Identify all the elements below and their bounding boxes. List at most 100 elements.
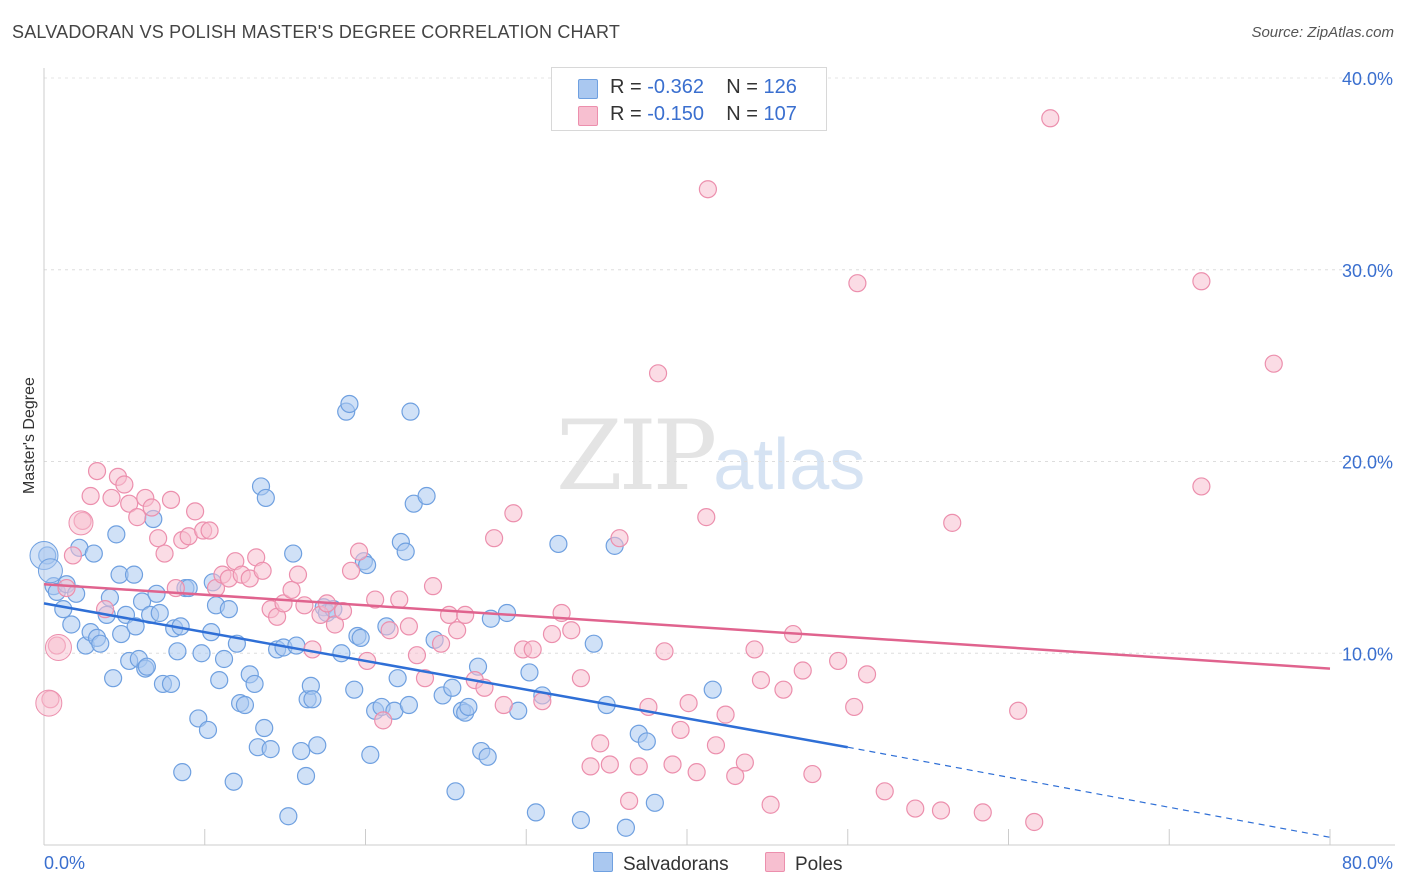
polish-point — [349, 542, 369, 561]
salvadoran-point — [645, 793, 664, 812]
polish-point — [494, 695, 513, 715]
salvadoran-point — [637, 732, 656, 751]
legend-swatch-poles — [578, 106, 598, 126]
salvadoran-point — [168, 642, 187, 661]
polish-point — [745, 640, 764, 659]
polish-point — [706, 736, 726, 755]
polish-point — [1041, 109, 1060, 128]
polish-point — [1192, 477, 1211, 496]
salvadoran-point — [198, 720, 218, 740]
salvadoran-point — [340, 394, 359, 414]
polish-point — [1009, 701, 1028, 720]
polish-point — [431, 634, 451, 653]
polish-point — [845, 697, 864, 717]
polish-point — [456, 605, 475, 625]
polish-point — [1025, 812, 1044, 832]
salvadoran-point — [296, 766, 316, 786]
polish-point — [415, 669, 435, 688]
salvadoran-point — [126, 617, 145, 636]
salvadoran-point — [478, 747, 497, 766]
polish-point — [751, 670, 771, 690]
x-tick-label: 0.0% — [44, 853, 85, 873]
polish-point — [399, 617, 419, 636]
salvadoran-point — [361, 745, 380, 764]
polish-point — [439, 605, 459, 625]
polish-point — [407, 646, 427, 665]
salvadoran-point — [520, 663, 539, 682]
y-tick-label: 10.0% — [1342, 644, 1393, 664]
y-tick-label: 30.0% — [1342, 261, 1393, 281]
polish-point — [716, 705, 735, 724]
polish-point — [448, 621, 467, 640]
polish-point — [857, 665, 877, 684]
salvadoran-point — [147, 584, 166, 603]
polish-point — [120, 494, 139, 513]
polish-point — [848, 274, 867, 293]
polish-point — [341, 561, 361, 580]
polish-point — [774, 680, 793, 699]
salvadoran-point — [235, 695, 255, 715]
salvadoran-point — [150, 603, 169, 623]
salvadoran-point — [261, 740, 280, 759]
polish-point — [57, 578, 76, 598]
salvadoran-point — [224, 772, 243, 791]
salvadoran-point — [91, 634, 110, 653]
polish-point — [366, 590, 385, 609]
polish-point — [620, 791, 639, 810]
polish-point-large — [44, 633, 72, 661]
polish-point — [697, 508, 716, 527]
salvadoran-trend-line — [43, 602, 848, 749]
salvadoran-point — [396, 542, 415, 561]
source-note: Source: ZipAtlas.com — [1251, 24, 1394, 41]
polish-point — [63, 546, 83, 565]
polish-point — [571, 669, 591, 688]
salvadoran-point — [292, 741, 311, 761]
polish-point — [906, 799, 925, 818]
polish-point — [761, 795, 780, 814]
polish-point — [504, 504, 523, 523]
polish-point — [698, 180, 717, 199]
polish-point — [591, 734, 610, 753]
polish-point — [648, 364, 668, 383]
salvadoran-point — [443, 678, 462, 697]
polish-point — [200, 521, 219, 540]
polish-point — [282, 580, 301, 600]
polish-point — [288, 565, 308, 584]
polish-point — [629, 757, 648, 776]
salvadoran-point — [399, 695, 419, 715]
polish-point — [485, 529, 504, 548]
salvadoran-point — [124, 565, 144, 584]
legend-n-label: N = — [726, 76, 764, 98]
polish-point — [102, 488, 121, 508]
legend-r-value: -0.150 — [647, 103, 704, 125]
salvadoran-point — [401, 402, 420, 421]
salvadoran-point — [192, 644, 211, 663]
polish-point — [161, 490, 181, 509]
salvadoran-point — [173, 763, 192, 782]
salvadoran-point — [107, 525, 126, 544]
bottom-legend-salvadorans: Salvadorans — [593, 852, 729, 876]
polish-point — [931, 801, 951, 820]
polish-point — [875, 782, 894, 801]
salvadoran-point — [616, 818, 636, 837]
y-tick-label: 40.0% — [1342, 69, 1393, 89]
y-tick-label: 20.0% — [1342, 453, 1393, 473]
salvadoran-point — [549, 534, 568, 554]
salvadoran-point — [104, 669, 123, 688]
polish-point — [793, 661, 812, 680]
correlation-legend: R = -0.362 N = 126 R = -0.150 N = 107 — [551, 67, 827, 131]
polish-point — [423, 577, 443, 596]
polish-point — [374, 711, 393, 730]
polish-point — [523, 640, 542, 659]
salvadoran-trend-extension — [847, 746, 1331, 838]
polish-point — [87, 461, 107, 481]
salvadoran-point — [703, 680, 722, 699]
legend-r-label: R = — [610, 76, 648, 98]
polish-point — [610, 529, 629, 548]
salvadoran-point — [132, 592, 152, 611]
polish-point — [128, 508, 147, 527]
salvadoran-point — [332, 644, 351, 663]
salvadoran-point — [345, 680, 364, 699]
salvadoran-point — [112, 624, 131, 644]
salvadoran-point — [526, 803, 545, 822]
